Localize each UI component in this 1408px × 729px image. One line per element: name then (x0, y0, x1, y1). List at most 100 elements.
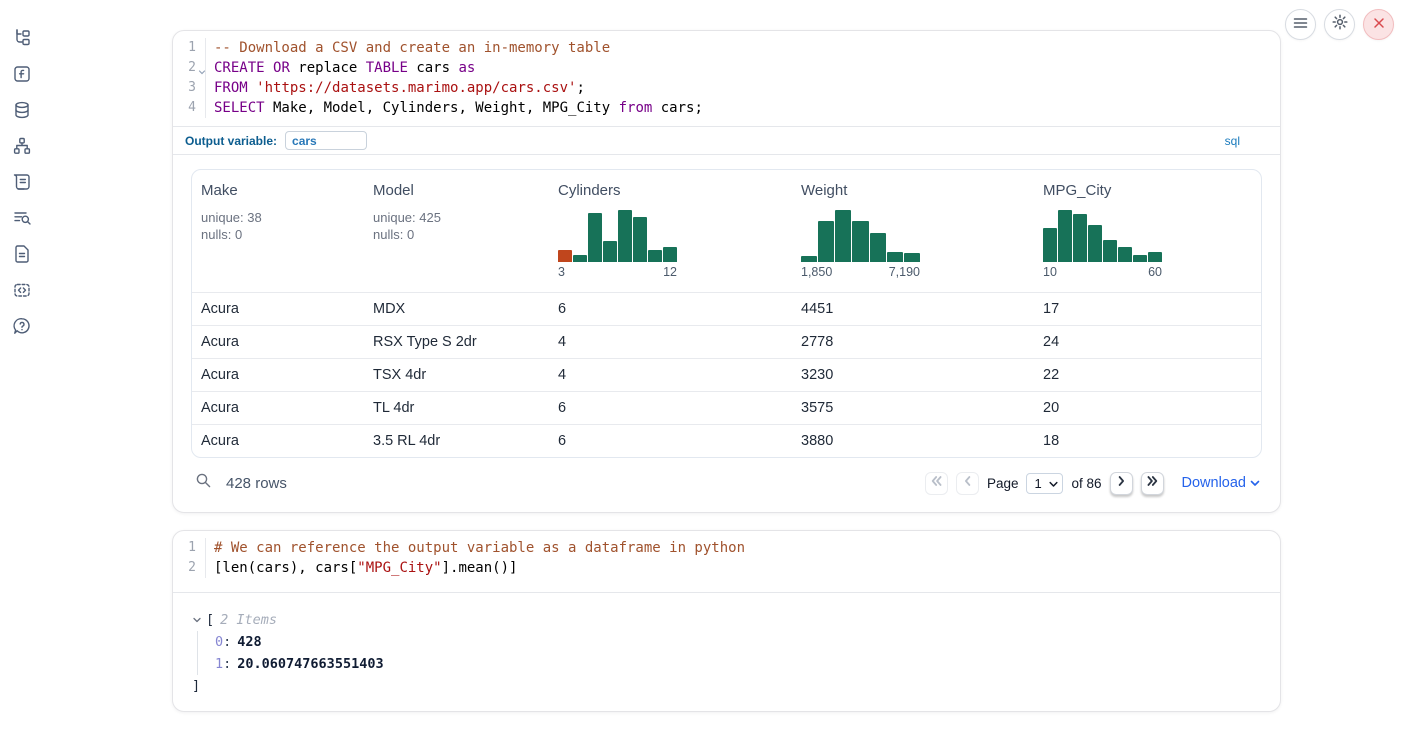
table-footer: 428 rows Page 1 of 86 (191, 466, 1262, 500)
menu-icon (1293, 16, 1308, 34)
snippets-icon (12, 280, 32, 305)
first-page-button[interactable] (924, 471, 948, 495)
histogram-bar[interactable] (869, 233, 886, 262)
database-icon (12, 100, 32, 125)
cylinders-histogram (558, 207, 677, 262)
table-row[interactable]: Acura MDX 6 4451 17 (192, 292, 1261, 325)
table-row[interactable]: Acura TL 4dr 6 3575 20 (192, 391, 1261, 424)
axis-min-label: 3 (558, 265, 565, 279)
histogram-bar[interactable] (1058, 210, 1072, 262)
histogram-bar[interactable] (663, 247, 677, 262)
column-header-make[interactable]: Make unique: 38 nulls: 0 (192, 170, 364, 292)
shutdown-button[interactable] (1363, 9, 1394, 40)
settings-button[interactable] (1324, 9, 1355, 40)
histogram-bar[interactable] (588, 213, 602, 262)
code-line: CREATE OR replace TABLE cars as (214, 60, 476, 76)
histogram-bar[interactable] (835, 210, 852, 262)
histogram-bar[interactable] (648, 250, 662, 262)
open-bracket: [ (206, 612, 215, 628)
unique-stat: unique: 425 (373, 210, 441, 225)
data-table: Make unique: 38 nulls: 0 Model unique: 42… (191, 169, 1262, 458)
sidebar-item-dependency-graph[interactable] (4, 130, 40, 166)
column-header-weight[interactable]: Weight 1,850 7,190 (801, 182, 920, 279)
settings-gear-icon (1331, 14, 1348, 35)
nulls-stat: nulls: 0 (373, 227, 415, 242)
sidebar-item-snippets[interactable] (4, 274, 40, 310)
sidebar-item-logs[interactable] (4, 202, 40, 238)
topbar-actions (1285, 9, 1394, 40)
sidebar-item-documentation[interactable] (4, 238, 40, 274)
table-row[interactable]: Acura RSX Type S 2dr 4 2778 24 (192, 325, 1261, 358)
histogram-bar[interactable] (573, 255, 587, 262)
histogram-bar[interactable] (603, 241, 617, 262)
line-number: 3 (173, 78, 206, 98)
sidebar-item-help[interactable] (4, 310, 40, 346)
column-header-mpg-city[interactable]: MPG_City 10 60 (1043, 182, 1162, 279)
divider (173, 592, 1280, 593)
items-count-label: 2 Items (220, 612, 278, 628)
table-row[interactable]: Acura TSX 4dr 4 3230 22 (192, 358, 1261, 391)
column-header-cylinders[interactable]: Cylinders 3 12 (558, 182, 677, 279)
code-line: -- Download a CSV and create an in-memor… (214, 40, 611, 56)
output-variable-input[interactable] (285, 131, 368, 150)
language-badge[interactable]: sql (1224, 133, 1240, 148)
axis-min-label: 10 (1043, 265, 1057, 279)
histogram-bar[interactable] (618, 210, 632, 262)
line-number: 2 (173, 558, 206, 578)
chevrons-left-icon (930, 474, 943, 492)
histogram-bar[interactable] (886, 252, 903, 262)
histogram-bar[interactable] (1088, 225, 1102, 262)
python-code-editor[interactable]: 1 # We can reference the output variable… (173, 531, 1280, 592)
line-number: 1 (173, 38, 206, 58)
table-header-row: Make unique: 38 nulls: 0 Model unique: 42… (192, 170, 1261, 292)
table-row[interactable]: Acura 3.5 RL 4dr 6 3880 18 (192, 424, 1261, 457)
histogram-bar[interactable] (818, 221, 835, 262)
histogram-bar[interactable] (633, 217, 647, 262)
download-button[interactable]: Download (1182, 475, 1261, 491)
axis-max-label: 12 (663, 265, 677, 279)
histogram-bar[interactable] (852, 221, 869, 262)
sql-code-editor[interactable]: 1 -- Download a CSV and create an in-mem… (173, 31, 1280, 126)
divider (173, 126, 1280, 127)
functions-icon (12, 64, 32, 89)
histogram-bar[interactable] (1118, 247, 1132, 262)
output-variable-label: Output variable: (185, 133, 278, 148)
next-page-button[interactable] (1109, 471, 1133, 495)
fold-chevron-icon[interactable] (198, 63, 206, 83)
histogram-bar[interactable] (558, 250, 572, 262)
histogram-bar[interactable] (1148, 252, 1162, 262)
chevron-left-icon (963, 474, 972, 492)
histogram-bar[interactable] (1043, 228, 1057, 262)
histogram-bar[interactable] (903, 253, 920, 262)
code-line: SELECT Make, Model, Cylinders, Weight, M… (214, 100, 703, 116)
chevron-down-icon (1049, 476, 1059, 491)
last-page-button[interactable] (1140, 471, 1164, 495)
sidebar-item-scratchpad[interactable] (4, 166, 40, 202)
histogram-bar[interactable] (801, 256, 818, 262)
page-select[interactable]: 1 (1026, 472, 1064, 494)
search-button[interactable] (193, 470, 214, 496)
line-number: 4 (173, 98, 206, 118)
chevron-down-icon (1250, 475, 1260, 491)
line-number: 1 (173, 538, 206, 558)
histogram-bar[interactable] (1073, 214, 1087, 262)
row-count: 428 rows (226, 474, 287, 492)
column-header-model[interactable]: Model unique: 425 nulls: 0 (364, 170, 549, 292)
pagination: Page 1 of 86 Download (924, 471, 1261, 495)
code-line: # We can reference the output variable a… (214, 540, 746, 556)
logs-icon (12, 208, 32, 233)
histogram-bar[interactable] (1103, 240, 1117, 262)
histogram-bar[interactable] (1133, 255, 1147, 262)
scratchpad-icon (12, 172, 32, 197)
sidebar-item-file-tree[interactable] (4, 22, 40, 58)
sidebar-item-datasources[interactable] (4, 94, 40, 130)
collapse-chevron-icon[interactable] (192, 615, 202, 625)
chevron-right-icon (1117, 474, 1126, 492)
page-label: Page (986, 475, 1019, 491)
sidebar (0, 22, 44, 346)
close-bracket: ] (192, 678, 201, 694)
sidebar-item-functions[interactable] (4, 58, 40, 94)
nulls-stat: nulls: 0 (201, 227, 243, 242)
previous-page-button[interactable] (955, 471, 979, 495)
menu-button[interactable] (1285, 9, 1316, 40)
